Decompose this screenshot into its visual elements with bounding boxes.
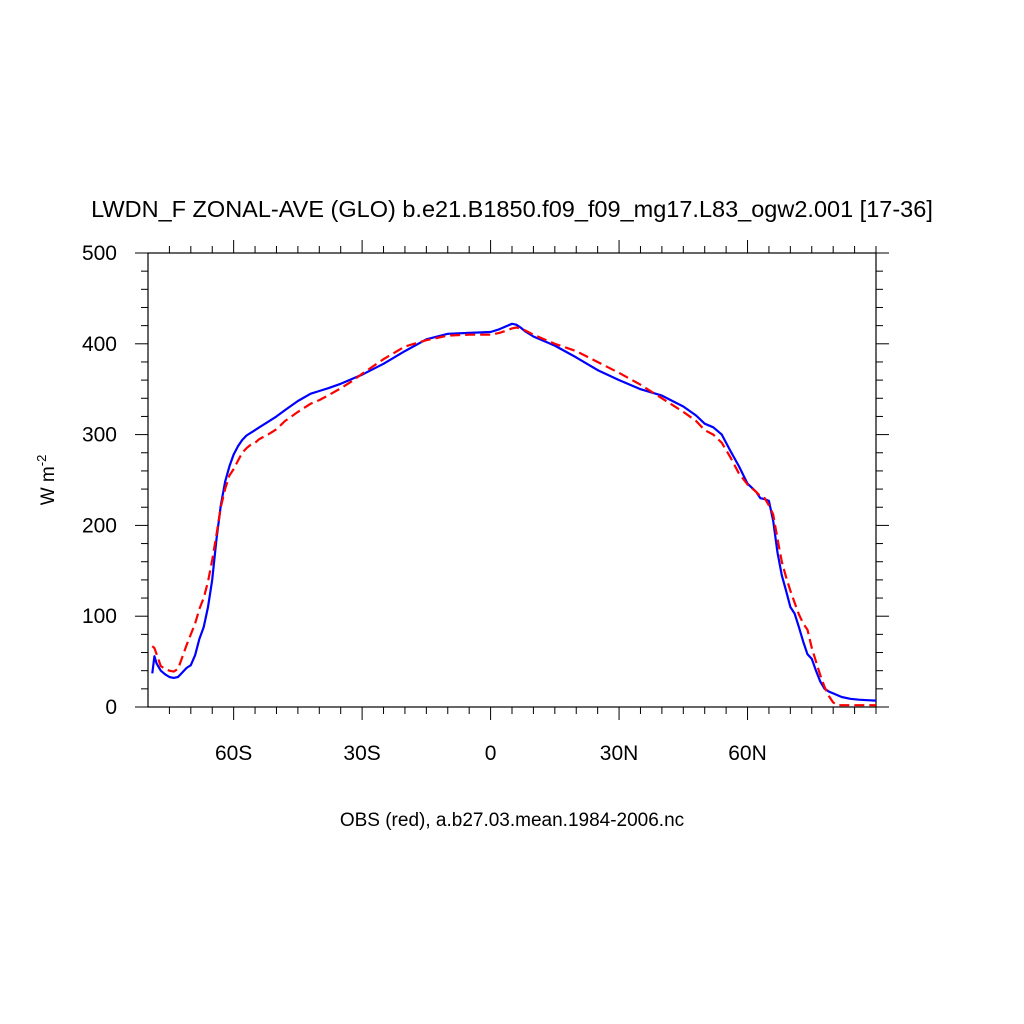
y-tick-label: 500 (82, 242, 117, 265)
axis-ticks (135, 240, 889, 720)
data-series (151, 322, 877, 707)
y-tick-label: 400 (82, 333, 117, 356)
chart-title: LWDN_F ZONAL-AVE (GLO) b.e21.B1850.f09_f… (91, 196, 933, 222)
y-tick-label: 100 (82, 605, 117, 628)
y-tick-label: 0 (105, 696, 117, 719)
plot-frame (147, 252, 877, 708)
x-tick-label: 30S (343, 742, 380, 765)
y-tick-label: 200 (82, 514, 117, 537)
y-axis-label: W m-2 (34, 455, 59, 506)
y-axis-label-exponent: -2 (34, 455, 49, 467)
y-axis-label-units: W m (38, 466, 59, 505)
x-tick-label: 60S (215, 742, 252, 765)
axis-tick-labels: 60S 30S 0 30N 60N 0 100 200 300 400 500 (82, 242, 767, 765)
obs-series-line (151, 326, 876, 707)
x-tick-label: 60N (728, 742, 767, 765)
model-series-line (151, 322, 877, 702)
y-tick-label: 300 (82, 424, 117, 447)
x-axis-label: OBS (red), a.b27.03.mean.1984-2006.nc (340, 810, 684, 831)
x-tick-label: 30N (600, 742, 639, 765)
x-tick-label: 0 (485, 742, 497, 765)
